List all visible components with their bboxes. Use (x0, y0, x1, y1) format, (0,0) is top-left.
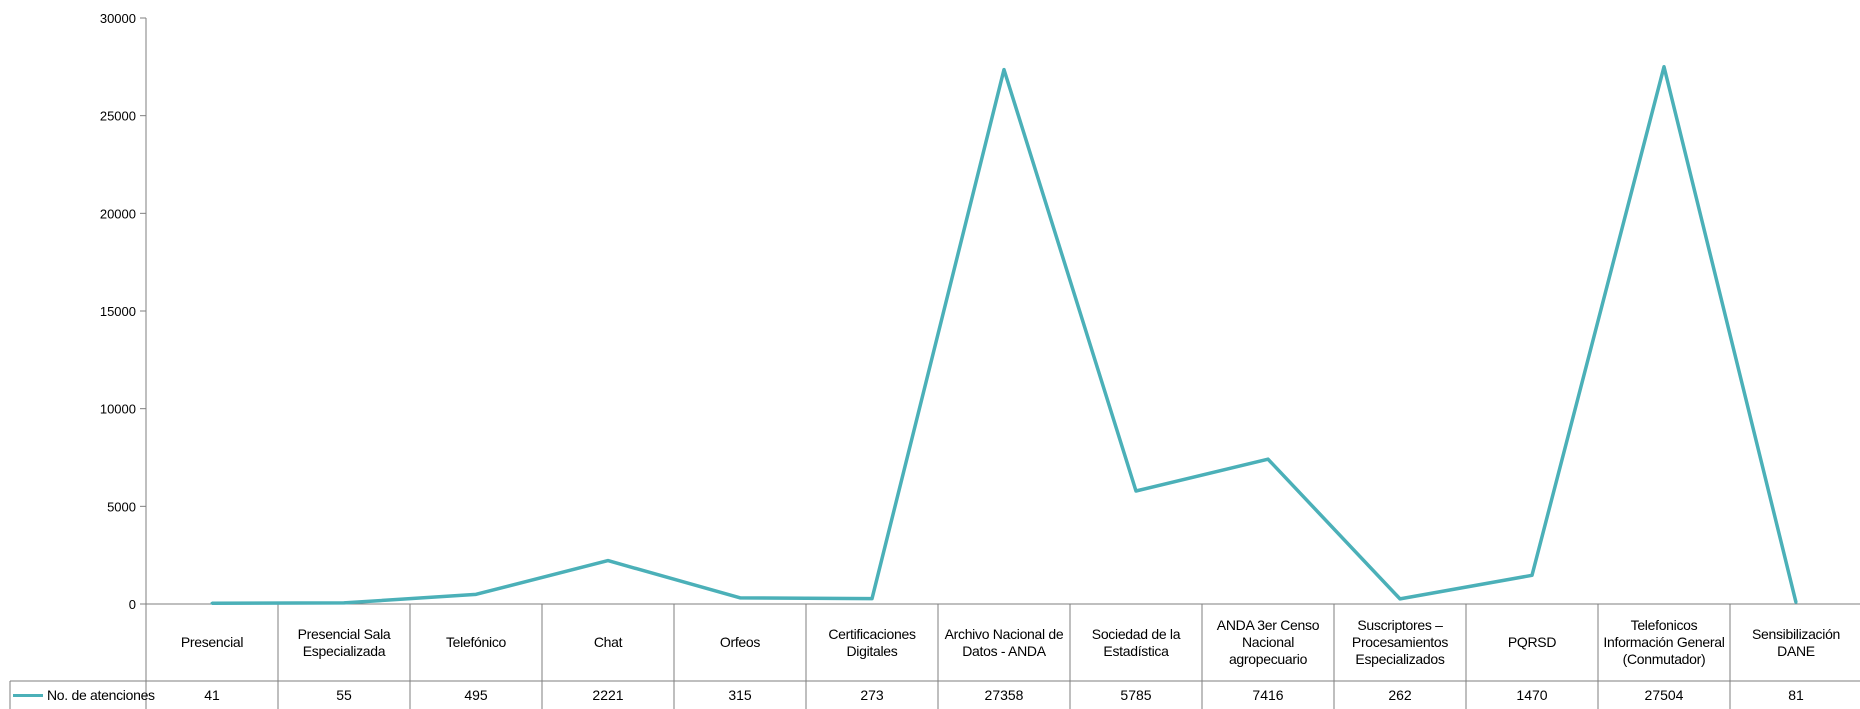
data-point (474, 592, 478, 596)
y-tick-label: 20000 (100, 206, 136, 221)
y-tick-label: 5000 (107, 499, 136, 514)
data-point (210, 601, 214, 605)
plot-area (210, 65, 1798, 605)
series-line-no-de-atenciones (211, 65, 1798, 605)
y-axis: 0 5000 10000 15000 20000 25000 30000 (100, 11, 147, 681)
data-point (1398, 597, 1402, 601)
data-point (1662, 65, 1666, 69)
data-point (1134, 489, 1138, 493)
data-point (870, 597, 874, 601)
y-tick-label: 25000 (100, 109, 136, 124)
data-point (1266, 457, 1270, 461)
y-tick-label: 10000 (100, 402, 136, 417)
data-point (1794, 600, 1798, 604)
data-point (1002, 68, 1006, 72)
y-tick-label: 0 (129, 597, 136, 612)
data-point (606, 559, 610, 563)
data-point (738, 596, 742, 600)
data-table-grid (9, 603, 1860, 709)
data-point (1530, 573, 1534, 577)
y-tick-label: 15000 (100, 304, 136, 319)
data-point (342, 601, 346, 605)
y-tick-label: 30000 (100, 11, 136, 26)
